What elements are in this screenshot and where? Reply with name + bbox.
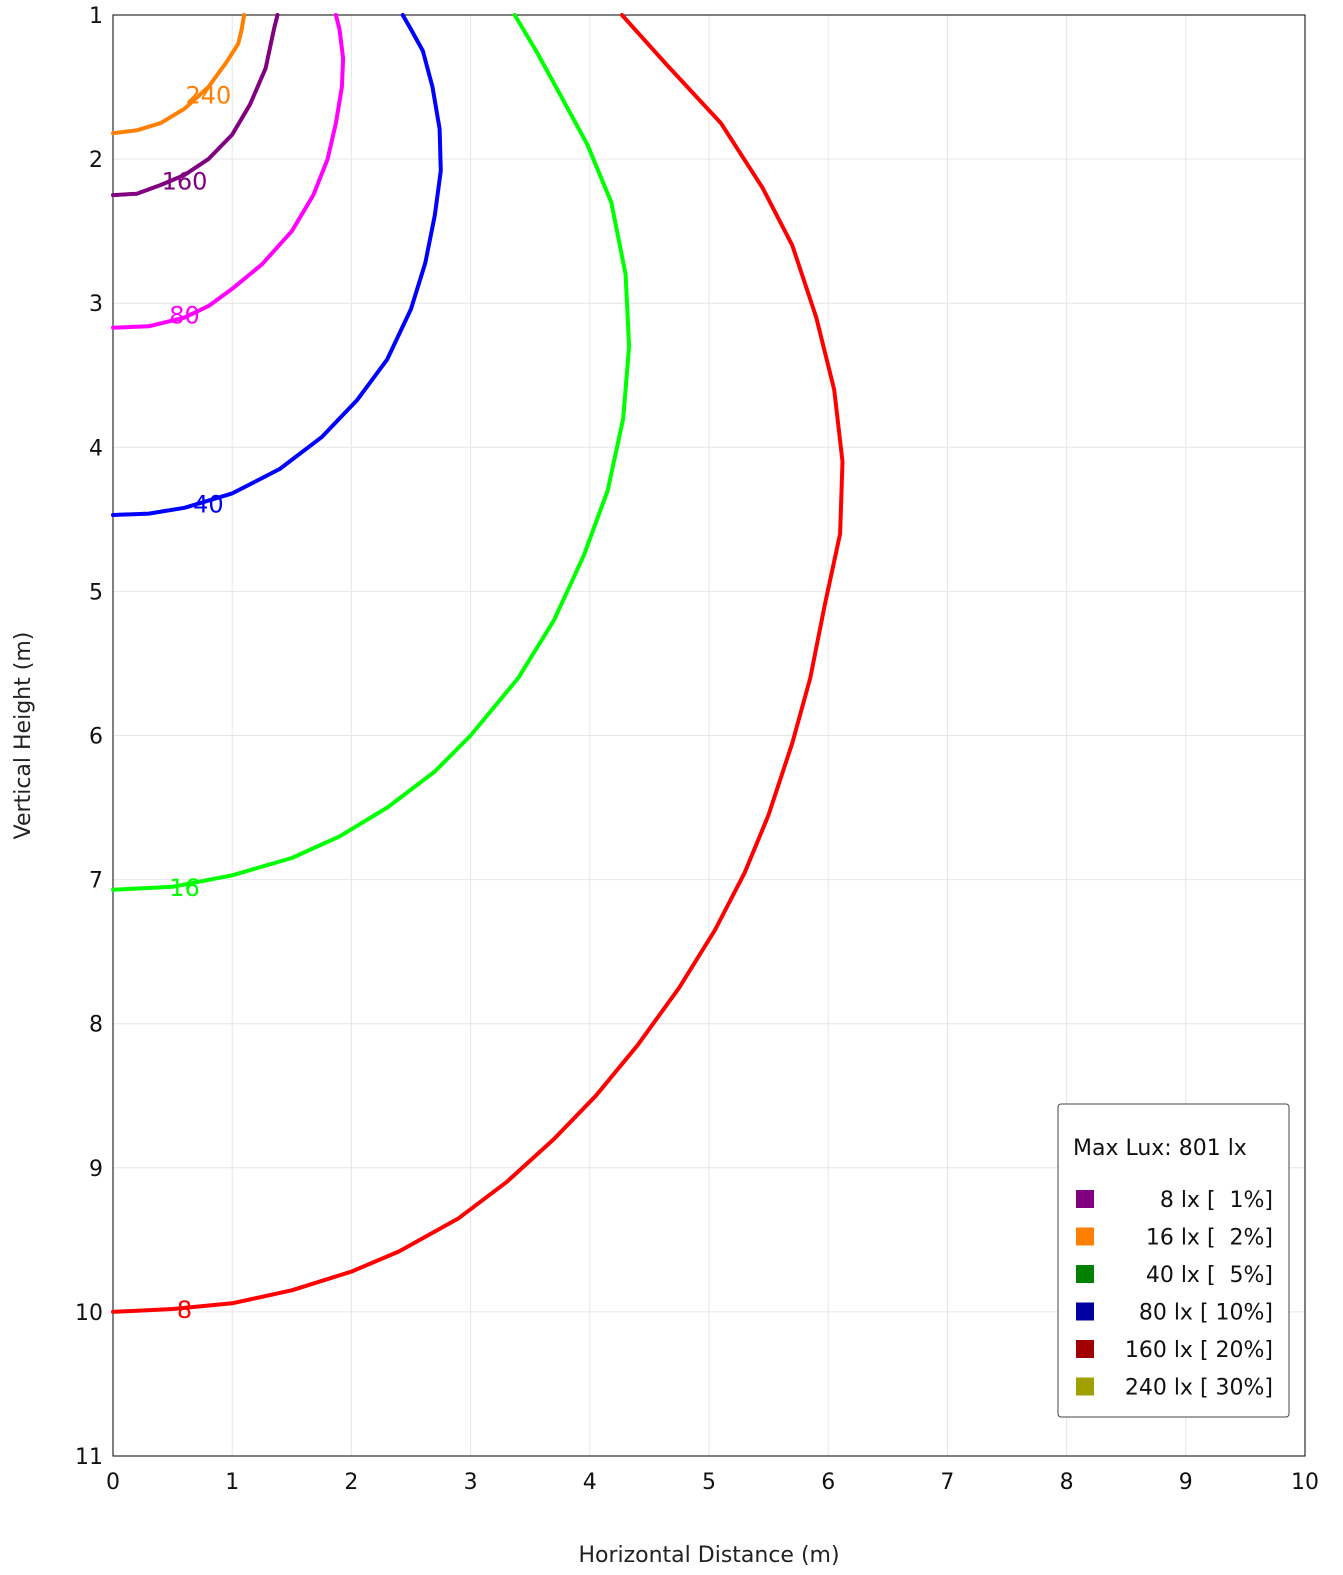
- contour-8: [111, 13, 845, 1314]
- contour-80: [111, 13, 346, 330]
- legend-entry-label: 160 lx [ 20%]: [1125, 1338, 1273, 1363]
- x-tick-labels: 0 1 2 3 4 5 6 7 8 9 10: [106, 1470, 1319, 1495]
- legend-entry-label: 40 lx [ 5%]: [1146, 1263, 1273, 1288]
- legend-entry-label: 80 lx [ 10%]: [1139, 1301, 1273, 1326]
- x-tick-label: 8: [1060, 1470, 1074, 1495]
- y-tick-label: 3: [89, 292, 103, 317]
- legend-entry-label: 8 lx [ 1%]: [1160, 1188, 1273, 1213]
- y-tick-label: 7: [89, 869, 103, 894]
- contour-layer: 240 160 80 40 16 8: [111, 13, 845, 1324]
- y-tick-labels: 1 2 3 4 5 6 7 8 9 10 11: [75, 4, 103, 1470]
- y-tick-label: 2: [89, 148, 103, 173]
- x-tick-label: 4: [583, 1470, 597, 1495]
- legend-title: Max Lux: 801 lx: [1073, 1136, 1247, 1161]
- y-tick-label: 10: [75, 1301, 103, 1326]
- y-tick-label: 1: [89, 4, 103, 29]
- y-tick-label: 11: [75, 1445, 103, 1470]
- legend-swatch: [1076, 1227, 1094, 1246]
- legend-entry-label: 16 lx [ 2%]: [1146, 1226, 1273, 1251]
- legend-swatch: [1076, 1265, 1094, 1283]
- legend-entry-label: 240 lx [ 30%]: [1125, 1376, 1273, 1401]
- contour-label-16: 16: [169, 874, 200, 902]
- x-tick-label: 3: [464, 1470, 478, 1495]
- x-axis-title: Horizontal Distance (m): [578, 1543, 839, 1568]
- x-tick-label: 9: [1179, 1470, 1193, 1495]
- y-tick-label: 9: [89, 1157, 103, 1182]
- contour-label-40: 40: [193, 490, 224, 518]
- x-tick-label: 7: [940, 1470, 954, 1495]
- contour-label-80: 80: [169, 302, 200, 330]
- contour-40: [111, 13, 443, 517]
- legend: Max Lux: 801 lx 8 lx [ 1%] 16 lx [ 2%] 40 …: [1057, 1103, 1290, 1418]
- y-tick-label: 8: [89, 1013, 103, 1038]
- legend-swatch: [1076, 1340, 1094, 1358]
- x-tick-label: 2: [344, 1470, 358, 1495]
- legend-swatch: [1076, 1302, 1094, 1321]
- plot-frame: [112, 14, 1306, 1457]
- x-tick-label: 5: [702, 1470, 716, 1495]
- y-tick-label: 5: [89, 580, 103, 605]
- x-tick-label: 1: [225, 1470, 239, 1495]
- grid-lines: [113, 15, 1305, 1456]
- y-axis-title: Vertical Height (m): [11, 632, 36, 840]
- legend-box: [1057, 1103, 1290, 1418]
- legend-swatch: [1076, 1190, 1094, 1208]
- contour-label-160: 160: [162, 168, 208, 196]
- contour-16: [111, 13, 632, 892]
- contour-240: [111, 13, 247, 136]
- contour-label-8: 8: [177, 1296, 192, 1324]
- x-tick-label: 10: [1291, 1470, 1319, 1495]
- legend-swatch: [1076, 1377, 1094, 1396]
- y-tick-label: 6: [89, 725, 103, 750]
- x-tick-label: 6: [821, 1470, 835, 1495]
- y-tick-label: 4: [89, 436, 103, 461]
- x-tick-label: 0: [106, 1470, 120, 1495]
- contour-label-240: 240: [185, 81, 231, 109]
- contour-160: [111, 13, 280, 198]
- legend-entries: 8 lx [ 1%] 16 lx [ 2%] 40 lx [ 5%] 80 lx [ …: [1076, 1188, 1273, 1401]
